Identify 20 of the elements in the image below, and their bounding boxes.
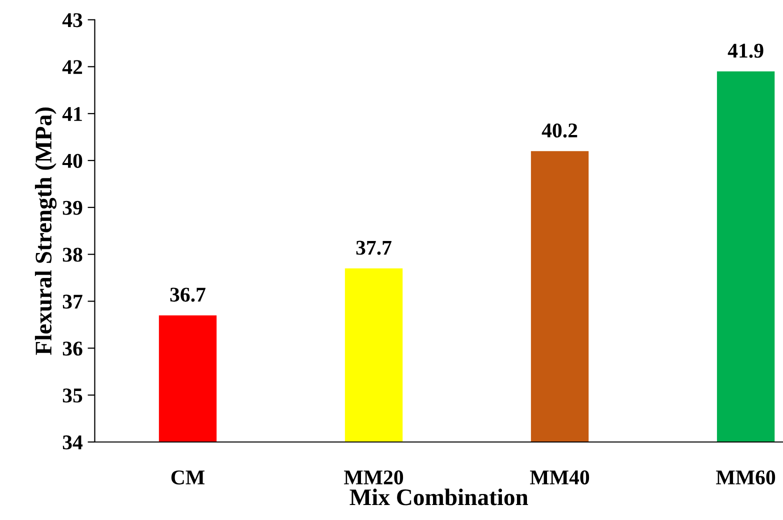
y-tick-label: 38 — [62, 248, 82, 262]
x-axis-title: Mix Combination — [350, 488, 528, 506]
data-label: 41.9 — [728, 44, 764, 58]
y-tick-label: 39 — [62, 200, 82, 215]
y-tick-label: 37 — [62, 294, 82, 309]
y-tick-label: 35 — [62, 388, 82, 403]
x-tick-label: CM — [171, 470, 205, 484]
y-tick-label: 43 — [62, 13, 82, 28]
y-tick-label: 34 — [62, 435, 83, 450]
data-label: 36.7 — [170, 288, 206, 302]
y-tick-label: 42 — [62, 60, 82, 74]
x-tick-label: MM20 — [344, 470, 404, 484]
y-axis-title: Flexural Strength (MPa) — [34, 108, 57, 355]
y-tick-label: 41 — [62, 107, 82, 121]
x-tick-label: MM60 — [716, 470, 776, 484]
data-label: 37.7 — [356, 240, 392, 255]
x-tick-label: MM40 — [530, 470, 590, 484]
y-tick-label: 40 — [62, 154, 82, 168]
data-label: 40.2 — [542, 123, 578, 138]
y-tick-label: 36 — [62, 342, 82, 356]
